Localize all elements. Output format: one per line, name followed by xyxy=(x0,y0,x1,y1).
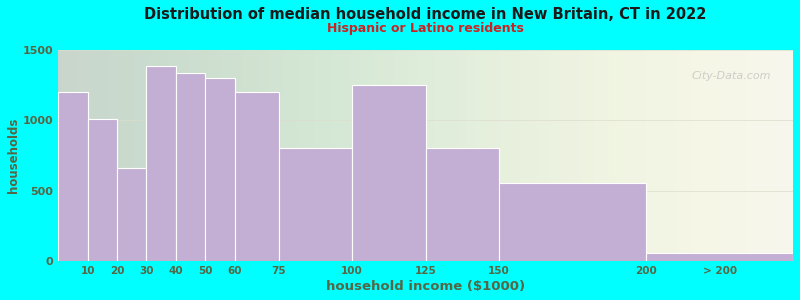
Text: City-Data.com: City-Data.com xyxy=(691,71,771,81)
Text: Hispanic or Latino residents: Hispanic or Latino residents xyxy=(327,22,524,35)
Bar xyxy=(352,85,426,261)
Bar xyxy=(58,92,88,261)
Title: Distribution of median household income in New Britain, CT in 2022: Distribution of median household income … xyxy=(145,7,707,22)
Bar xyxy=(117,168,146,261)
Bar xyxy=(426,148,499,261)
Bar xyxy=(278,148,352,261)
Bar xyxy=(205,78,234,261)
Bar xyxy=(146,66,176,261)
Bar xyxy=(176,74,205,261)
Bar xyxy=(646,253,793,261)
Y-axis label: households: households xyxy=(7,118,20,193)
Bar xyxy=(499,184,646,261)
X-axis label: household income ($1000): household income ($1000) xyxy=(326,280,525,293)
Bar xyxy=(234,92,278,261)
Bar xyxy=(88,118,117,261)
